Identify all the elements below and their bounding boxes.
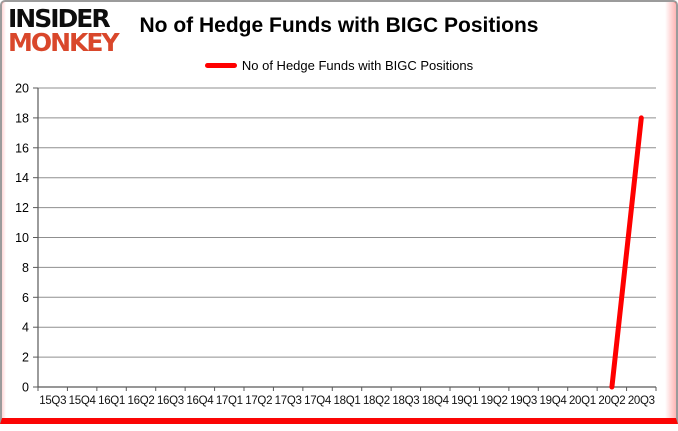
x-tick-label: 19Q4 [540,395,568,407]
legend-line-swatch [204,63,237,68]
y-tick-label: 20 [15,82,29,96]
y-tick-label: 6 [22,291,29,305]
x-tick-label: 16Q1 [98,395,125,407]
y-tick-label: 16 [15,141,29,155]
chart-title: No of Hedge Funds with BIGC Positions [139,14,539,37]
x-tick-label: 15Q3 [39,395,66,407]
x-tick-label: 17Q4 [304,395,332,407]
x-tick-label: 18Q4 [422,395,450,407]
insider-monkey-logo: INSIDER MONKEY [8,4,120,57]
x-tick-label: 20Q2 [598,395,625,407]
x-tick-label: 17Q3 [275,395,302,407]
x-tick-label: 20Q1 [569,395,596,407]
x-tick-label: 15Q4 [69,395,97,407]
x-tick-label: 19Q3 [510,395,537,407]
logo-word-monkey: MONKEY [8,28,120,57]
y-tick-label: 2 [22,351,29,365]
y-tick-label: 0 [22,381,29,395]
x-tick-label: 20Q3 [628,395,655,407]
legend-label: No of Hedge Funds with BIGC Positions [241,58,474,73]
x-tick-label: 16Q2 [128,395,155,407]
y-tick-label: 8 [22,261,29,275]
x-tick-label: 16Q4 [186,395,214,407]
y-tick-label: 12 [15,201,29,215]
x-tick-label: 18Q1 [334,395,361,407]
legend: No of Hedge Funds with BIGC Positions [0,58,678,73]
x-tick-label: 19Q2 [481,395,508,407]
x-tick-label: 17Q2 [245,395,272,407]
y-tick-label: 14 [15,171,29,185]
x-tick-label: 18Q3 [392,395,419,407]
x-tick-label: 19Q1 [451,395,478,407]
x-tick-label: 16Q3 [157,395,184,407]
x-tick-label: 18Q2 [363,395,390,407]
y-tick-label: 18 [15,111,29,125]
logo-word-insider: INSIDER [8,4,111,33]
y-tick-label: 10 [15,231,29,245]
series-line [609,115,644,390]
y-tick-label: 4 [22,321,29,335]
x-tick-label: 17Q1 [216,395,243,407]
